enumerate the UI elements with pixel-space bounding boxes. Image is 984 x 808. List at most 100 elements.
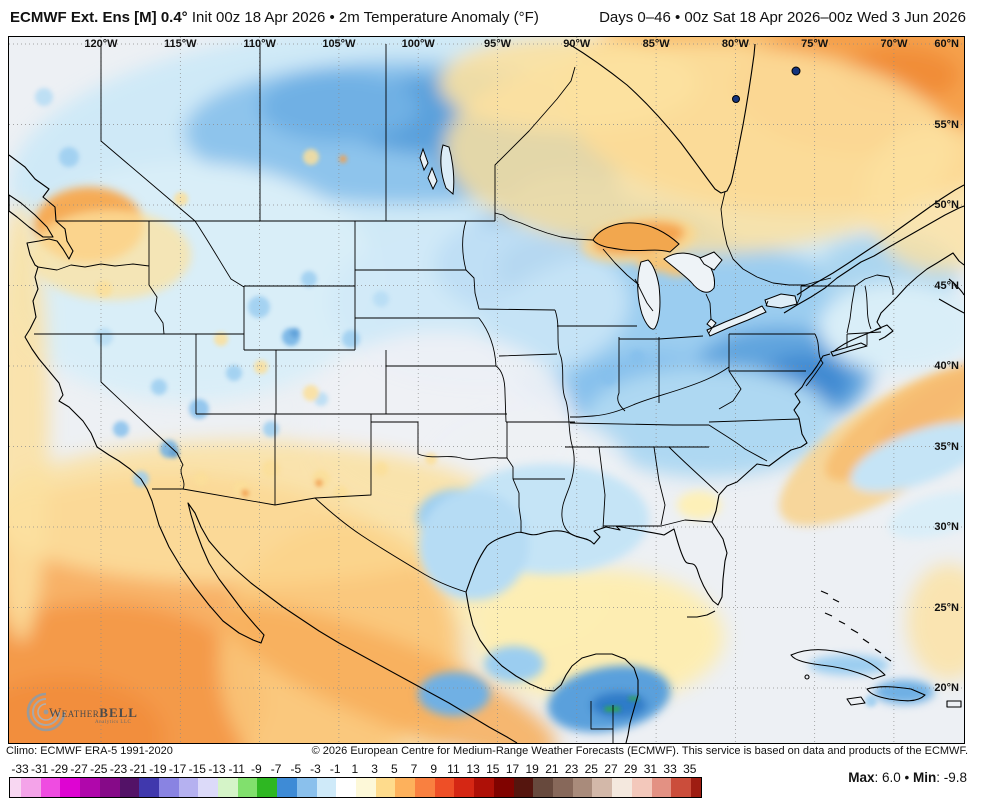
colorbar-cell [651, 778, 672, 797]
state-borders [34, 44, 894, 743]
colorbar-cell [355, 778, 376, 797]
max-label: Max [848, 770, 875, 785]
weatherbell-logo: WeatherBELL Analytics LLC [23, 689, 153, 735]
anomaly-map [9, 37, 964, 743]
colorbar-cell [21, 778, 41, 797]
colorbar-cell [533, 778, 553, 797]
colorbar-tick: 7 [410, 762, 418, 776]
map-canvas: 120°W 115°W 110°W 105°W 100°W 95°W 90°W 85°W 80°… [8, 36, 965, 744]
colorbar [9, 777, 702, 798]
colorbar-tick: -17 [168, 762, 187, 776]
colorbar-tick: -7 [270, 762, 282, 776]
logo-subtitle: Analytics LLC [95, 720, 132, 725]
valid-range: Days 0–46 • 00z Sat 18 Apr 2026–00z Wed … [599, 9, 966, 26]
colorbar-tick: 27 [604, 762, 618, 776]
colorbar-tick: 19 [525, 762, 539, 776]
copyright-note: © 2026 European Centre for Medium-Range … [311, 745, 968, 757]
bahamas-islands [820, 590, 892, 662]
colorbar-cell [218, 778, 238, 797]
colorbar-tick: -21 [129, 762, 147, 776]
lat-label: 50°N [934, 199, 959, 211]
colorbar-tick: -13 [208, 762, 226, 776]
colorbar-cell [60, 778, 81, 797]
colorbar-cell [375, 778, 396, 797]
lat-label: 20°N [934, 682, 959, 694]
colorbar-tick: 17 [505, 762, 520, 776]
colorbar-cell [612, 778, 632, 797]
colorbar-cell [99, 778, 120, 797]
colorbar-cell [671, 778, 691, 797]
colorbar-cell [493, 778, 514, 797]
colorbar-cell [198, 778, 219, 797]
lon-label: 110°W [243, 38, 276, 50]
graticule [9, 37, 964, 743]
colorbar-tick: 21 [545, 762, 559, 776]
map-title: ECMWF Ext. Ens [M] 0.4° Init 00z 18 Apr … [10, 9, 539, 26]
great-lakes [419, 66, 801, 337]
swirl-icon [26, 692, 66, 732]
colorbar-cell [395, 778, 416, 797]
colorbar-cell [631, 778, 652, 797]
lat-label: 25°N [934, 601, 959, 614]
colorbar-tick: 15 [486, 762, 500, 776]
lon-label: 120°W [84, 38, 118, 50]
colorbar-tick: -11 [228, 762, 245, 776]
colorbar-tick: 9 [430, 762, 438, 776]
colorbar-cell [572, 778, 593, 797]
header-bar: ECMWF Ext. Ens [M] 0.4° Init 00z 18 Apr … [0, 0, 984, 36]
colorbar-cell [158, 778, 179, 797]
colorbar-tick: 25 [584, 762, 598, 776]
anomaly-speckles [35, 88, 877, 711]
colorbar-cell [513, 778, 534, 797]
colorbar-tick: 5 [390, 762, 398, 776]
colorbar-tick: -33 [11, 762, 29, 776]
lat-label: 60°N [934, 38, 959, 50]
min-label: Min [912, 770, 937, 785]
colorbar-cell [10, 778, 21, 797]
lon-label: 70°W [880, 38, 908, 50]
colorbar-cell [474, 778, 494, 797]
colorbar-tick: -9 [251, 762, 262, 776]
colorbar-cell [80, 778, 100, 797]
title-detail: Init 00z 18 Apr 2026 • 2m Temperature An… [187, 9, 539, 26]
colorbar-tick: 29 [624, 762, 638, 776]
colorbar-cell [139, 778, 159, 797]
climo-note: Climo: ECMWF ERA-5 1991-2020 [6, 745, 173, 757]
lon-label: 80°W [721, 38, 749, 50]
colorbar-tick: -19 [149, 762, 167, 776]
lon-label: 85°W [642, 38, 670, 50]
colorbar-tick: 35 [683, 762, 697, 776]
colorbar-tick: -25 [90, 762, 108, 776]
coastlines [9, 43, 964, 743]
colorbar-tick: -3 [310, 762, 321, 776]
colorbar-tick: 23 [564, 762, 579, 776]
max-min-readout: Max: 6.0 • Min: -9.8 [848, 770, 967, 785]
colorbar-tick: 3 [371, 762, 378, 776]
colorbar-cell [552, 778, 573, 797]
lon-label: 75°W [801, 38, 829, 50]
lon-label: 90°W [563, 38, 591, 50]
colorbar-cell [257, 778, 278, 797]
colorbar-tick: -29 [50, 762, 69, 776]
colorbar-tick: -23 [109, 762, 128, 776]
lat-label: 40°N [934, 360, 959, 372]
colorbar-cell [119, 778, 140, 797]
lat-label: 55°N [934, 118, 959, 131]
logo-wordmark: WeatherBELL [49, 705, 138, 720]
colorbar-cell [415, 778, 435, 797]
lon-label: 105°W [322, 38, 356, 50]
colorbar-tick: 1 [351, 762, 359, 776]
lat-label: 35°N [934, 440, 959, 453]
lat-label: 45°N [934, 279, 959, 292]
colorbar-tick: 11 [447, 762, 460, 776]
colorbar-tick: -31 [31, 762, 49, 776]
colorbar-tick: -1 [329, 762, 341, 776]
model-name: ECMWF Ext. Ens [M] 0.4° [10, 9, 188, 26]
colorbar-ticks: -33 -31 -29 -27 -25 -23 -21 -19 -17 -15 -13 -11 -9 -7… [0, 762, 984, 776]
colorbar-tick: -15 [188, 762, 206, 776]
colorbar-cell [277, 778, 297, 797]
colorbar-cell [316, 778, 337, 797]
colorbar-cell [40, 778, 61, 797]
lat-label: 30°N [934, 521, 959, 533]
